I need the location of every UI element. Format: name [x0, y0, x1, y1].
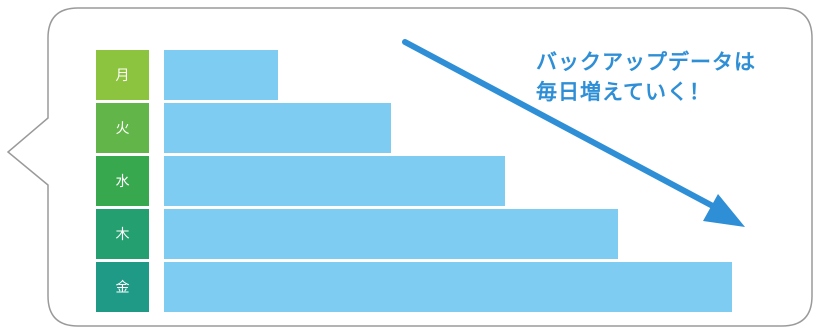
callout-line-1: バックアップデータは: [536, 50, 756, 74]
day-label: 金: [96, 262, 149, 312]
day-label: 月: [96, 50, 149, 100]
data-bar: [164, 156, 505, 206]
data-bar: [164, 50, 278, 100]
data-bar: [164, 103, 391, 153]
callout-text: バックアップデータは 毎日増えていく！: [536, 47, 806, 107]
day-label: 木: [96, 209, 149, 259]
callout-line-2: 毎日増えていく！: [536, 80, 711, 104]
data-bar: [164, 262, 732, 312]
day-label: 水: [96, 156, 149, 206]
data-bar: [164, 209, 618, 259]
day-label: 火: [96, 103, 149, 153]
